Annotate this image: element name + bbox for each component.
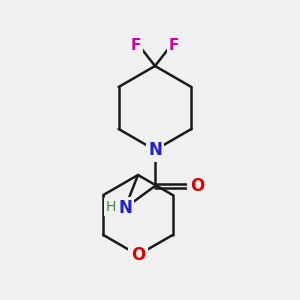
Text: N: N xyxy=(148,141,162,159)
Text: O: O xyxy=(131,246,145,264)
Text: F: F xyxy=(169,38,179,52)
Text: N: N xyxy=(118,199,132,217)
Text: F: F xyxy=(131,38,141,52)
Text: H: H xyxy=(106,200,116,214)
Text: O: O xyxy=(190,177,204,195)
